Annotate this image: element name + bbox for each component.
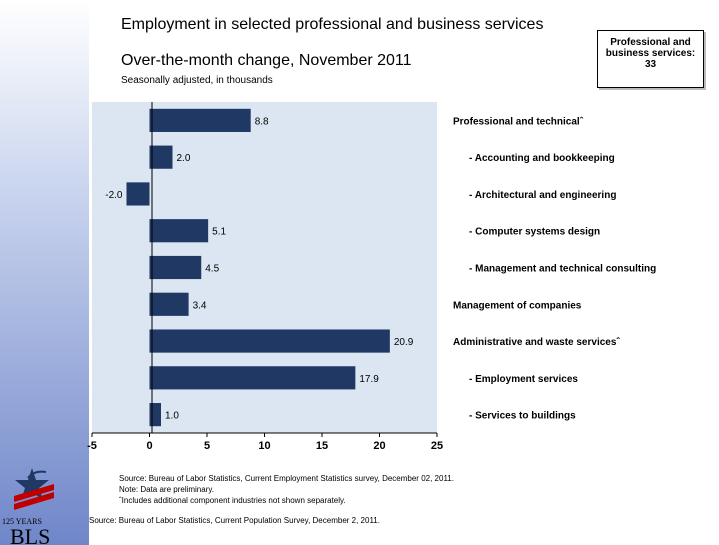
chart-title: Employment in selected professional and … bbox=[121, 16, 544, 33]
left-decorative-band bbox=[0, 0, 89, 545]
preliminary-note: Note: Data are preliminary. bbox=[119, 485, 214, 494]
logo-name-text: BLS bbox=[10, 524, 50, 545]
bls-logo: 125 YEARS BLS bbox=[2, 468, 54, 545]
component-footnote: ˆIncludes additional component industrie… bbox=[119, 496, 346, 505]
category-label: Management of companies bbox=[453, 300, 582, 311]
callout-line-2: business services: bbox=[605, 48, 696, 59]
callout-value: 33 bbox=[644, 59, 657, 70]
logo-years-text: 125 YEARS bbox=[2, 517, 42, 526]
total-callout-box: Professional and business services: 33 bbox=[597, 30, 704, 88]
bar-value-label: 4.5 bbox=[205, 264, 219, 275]
bar-value-label: 3.4 bbox=[193, 300, 207, 311]
x-tick-label: -5 bbox=[87, 440, 97, 452]
bottom-source-note: Source: Bureau of Labor Statistics, Curr… bbox=[89, 516, 380, 525]
category-label: - Employment services bbox=[469, 374, 578, 385]
bar-value-label: 20.9 bbox=[394, 337, 414, 348]
bar-1 bbox=[149, 145, 173, 169]
x-tick-label: 15 bbox=[316, 440, 328, 452]
x-tick-label: 20 bbox=[373, 440, 385, 452]
source-note: Source: Bureau of Labor Statistics, Curr… bbox=[119, 474, 454, 483]
category-label: Administrative and waste servicesˆ bbox=[453, 337, 620, 348]
logo-stripe-icon bbox=[14, 484, 54, 502]
category-label: - Accounting and bookkeeping bbox=[469, 153, 615, 164]
bar-value-label: 2.0 bbox=[177, 153, 191, 164]
chart-note: Seasonally adjusted, in thousands bbox=[121, 75, 273, 86]
logo-stripe-icon-2 bbox=[14, 492, 54, 510]
bar-value-label: 8.8 bbox=[255, 116, 269, 127]
bar-6 bbox=[149, 329, 390, 353]
bar-value-label: -2.0 bbox=[105, 190, 123, 201]
bar-4 bbox=[149, 255, 202, 280]
bar-value-label: 17.9 bbox=[359, 374, 379, 385]
category-label: Professional and technicalˆ bbox=[453, 116, 584, 127]
category-label: - Computer systems design bbox=[469, 227, 600, 238]
chart-subtitle: Over-the-month change, November 2011 bbox=[121, 52, 412, 69]
x-tick-label: 25 bbox=[431, 440, 443, 452]
bar-value-label: 5.1 bbox=[212, 227, 226, 238]
bar-2 bbox=[126, 182, 150, 206]
bar-5 bbox=[149, 292, 189, 316]
x-tick-label: 0 bbox=[146, 440, 152, 452]
callout-line-1: Professional and bbox=[610, 37, 691, 48]
bar-0 bbox=[149, 108, 251, 132]
category-label: - Architectural and engineering bbox=[469, 190, 616, 201]
bar-8 bbox=[149, 403, 161, 427]
bar-3 bbox=[149, 219, 209, 243]
x-tick-label: 5 bbox=[204, 440, 210, 452]
category-label: - Management and technical consulting bbox=[469, 264, 656, 275]
bar-value-label: 1.0 bbox=[165, 411, 179, 422]
logo-bird-icon bbox=[27, 470, 47, 479]
logo-star-icon bbox=[15, 468, 49, 500]
bar-7 bbox=[149, 366, 356, 390]
category-label: - Services to buildings bbox=[469, 411, 576, 422]
x-tick-label: 10 bbox=[258, 440, 270, 452]
